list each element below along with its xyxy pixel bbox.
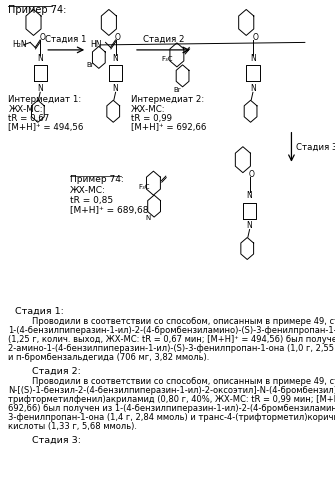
Text: Проводили в соответствии со способом, описанным в примере 49, стадия 2:: Проводили в соответствии со способом, оп… <box>32 377 335 386</box>
Text: ЖХ-МС:: ЖХ-МС: <box>8 105 43 114</box>
Text: tR = 0,67: tR = 0,67 <box>8 114 50 123</box>
Text: и п-бромбензальдегида (706 мг, 3,82 ммоль).: и п-бромбензальдегида (706 мг, 3,82 ммол… <box>8 353 210 362</box>
Text: (1,25 г, колич. выход, ЖХ-МС: tR = 0,67 мин; [M+H]⁺ = 494,56) был получен из: (1,25 г, колич. выход, ЖХ-МС: tR = 0,67 … <box>8 335 335 344</box>
Text: O: O <box>249 170 255 179</box>
Text: Br: Br <box>173 87 181 93</box>
Text: трифторметилфенил)акриламид (0,80 г, 40%, ЖХ-МС: tR = 0,99 мин; [M+H]⁺ =: трифторметилфенил)акриламид (0,80 г, 40%… <box>8 395 335 404</box>
Text: O: O <box>40 33 46 42</box>
Text: N: N <box>250 84 256 93</box>
Text: N: N <box>37 54 43 63</box>
Text: O: O <box>115 33 121 42</box>
Text: tR = 0,99: tR = 0,99 <box>131 114 172 123</box>
Text: HN: HN <box>91 40 102 49</box>
Text: Стадия 2: Стадия 2 <box>143 35 184 44</box>
Text: 2-амино-1-(4-бензилпиперазин-1-ил)-(S)-3-фенилпропан-1-она (1,0 г, 2,55 ммоль): 2-амино-1-(4-бензилпиперазин-1-ил)-(S)-3… <box>8 344 335 353</box>
Text: [M+H]⁺ = 494,56: [M+H]⁺ = 494,56 <box>8 123 84 132</box>
Text: Пример 74:: Пример 74: <box>8 5 67 15</box>
Text: Пример 74:: Пример 74: <box>70 175 124 184</box>
Text: Стадия 2:: Стадия 2: <box>32 367 81 376</box>
Text: ЖХ-МС:: ЖХ-МС: <box>131 105 165 114</box>
Text: Стадия 3: Стадия 3 <box>296 143 335 152</box>
Text: 3-фенилпропан-1-она (1,4 г, 2,84 ммоль) и транс-4-(трифторметил)коричной: 3-фенилпропан-1-она (1,4 г, 2,84 ммоль) … <box>8 413 335 422</box>
Text: N-[(S)-1-бензил-2-(4-бензилпиперазин-1-ил)-2-оксоэтил]-N-(4-бромбензил)-3-(4-: N-[(S)-1-бензил-2-(4-бензилпиперазин-1-и… <box>8 386 335 395</box>
Text: tR = 0,85: tR = 0,85 <box>70 196 114 205</box>
Text: [M+H]⁺ = 689,68: [M+H]⁺ = 689,68 <box>70 206 149 215</box>
Text: N: N <box>37 84 43 93</box>
Text: N: N <box>247 191 253 200</box>
Text: Стадия 1:: Стадия 1: <box>15 307 64 316</box>
Text: 692,66) был получен из 1-(4-бензилпиперазин-1-ил)-2-(4-бромбензиламино)-(S)-: 692,66) был получен из 1-(4-бензилпипера… <box>8 404 335 413</box>
Text: Интермедиат 1:: Интермедиат 1: <box>8 95 82 104</box>
Text: Br: Br <box>87 62 94 68</box>
Text: N: N <box>247 221 253 230</box>
Text: кислоты (1,33 г, 5,68 ммоль).: кислоты (1,33 г, 5,68 ммоль). <box>8 422 137 431</box>
Text: N: N <box>250 54 256 63</box>
Text: Проводили в соответствии со способом, описанным в примере 49, стадия 1:: Проводили в соответствии со способом, оп… <box>32 317 335 326</box>
Text: ЖХ-МС:: ЖХ-МС: <box>70 186 106 195</box>
Text: F₃C: F₃C <box>161 56 173 62</box>
Text: H₂N: H₂N <box>12 40 26 49</box>
Text: 1-(4-бензилпиперазин-1-ил)-2-(4-бромбензиламино)-(S)-3-фенилпропан-1-он: 1-(4-бензилпиперазин-1-ил)-2-(4-бромбенз… <box>8 326 335 335</box>
Text: N: N <box>145 215 151 221</box>
Text: N: N <box>113 84 119 93</box>
Text: N: N <box>113 54 119 63</box>
Text: O: O <box>252 33 258 42</box>
Text: F₃C: F₃C <box>138 184 149 190</box>
Text: Интермедиат 2:: Интермедиат 2: <box>131 95 204 104</box>
Text: [M+H]⁺ = 692,66: [M+H]⁺ = 692,66 <box>131 123 206 132</box>
Text: Стадия 1: Стадия 1 <box>45 35 87 44</box>
Text: Стадия 3:: Стадия 3: <box>32 436 81 445</box>
